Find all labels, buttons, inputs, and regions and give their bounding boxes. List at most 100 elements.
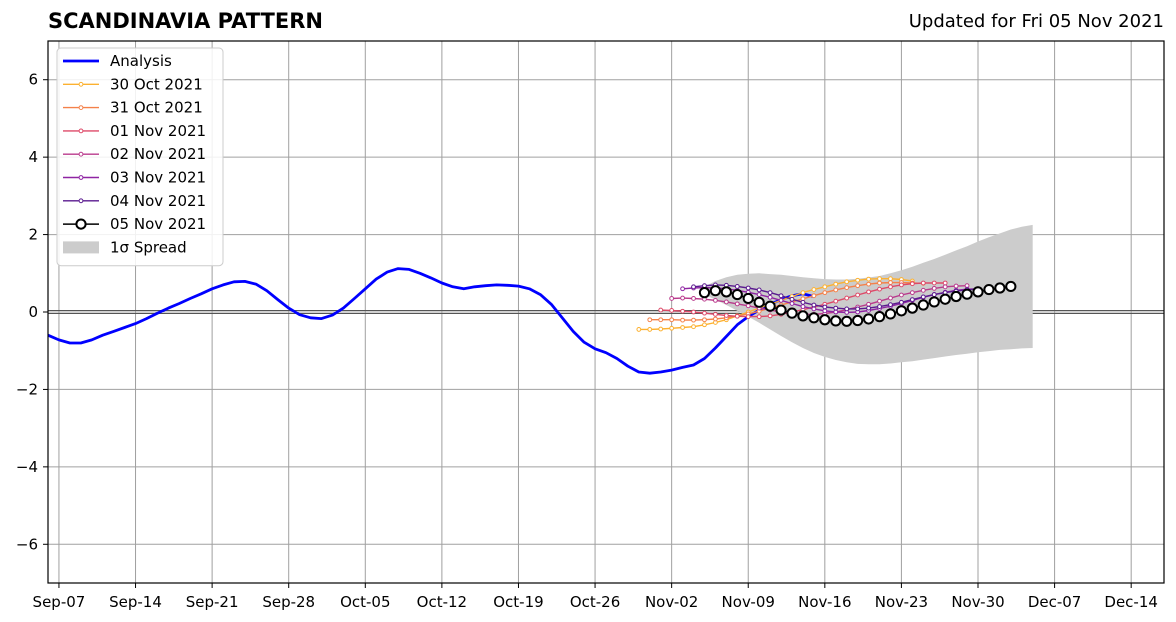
forecast-point xyxy=(920,287,926,293)
forecast-point xyxy=(767,290,773,296)
latest-forecast-point xyxy=(731,288,743,301)
latest-forecast-point xyxy=(819,314,831,326)
forecast-point xyxy=(702,317,707,323)
legend-marker xyxy=(78,151,84,157)
forecast-point xyxy=(888,295,893,301)
forecast-point xyxy=(877,286,882,292)
legend-marker xyxy=(75,218,87,230)
forecast-point xyxy=(942,284,948,290)
y-tick-label: −6 xyxy=(16,535,38,553)
legend-marker xyxy=(78,128,84,134)
latest-forecast-point xyxy=(830,315,842,327)
x-tick-label: Nov-30 xyxy=(951,593,1004,611)
y-tick-label: −2 xyxy=(16,380,38,398)
forecast-point xyxy=(669,325,675,331)
x-tick-label: Nov-16 xyxy=(798,593,851,611)
forecast-point xyxy=(866,301,871,307)
forecast-point xyxy=(713,316,718,322)
legend-label: 01 Nov 2021 xyxy=(110,122,206,140)
x-tick-label: Sep-07 xyxy=(33,593,86,611)
y-tick-label: 4 xyxy=(28,148,38,166)
forecast-point xyxy=(822,308,828,314)
forecast-point xyxy=(680,295,685,301)
forecast-point xyxy=(691,309,696,315)
latest-forecast-point xyxy=(742,292,754,305)
analysis-line xyxy=(48,267,815,375)
forecast-point xyxy=(855,306,861,312)
forecast-point xyxy=(767,294,773,300)
forecast-point xyxy=(745,314,751,320)
forecast-point xyxy=(866,276,871,282)
forecast-point xyxy=(669,308,675,313)
forecast-point xyxy=(800,290,806,296)
latest-forecast-point xyxy=(906,302,918,314)
latest-forecast-point xyxy=(852,314,864,327)
forecast-point xyxy=(931,280,937,286)
x-tick-label: Sep-21 xyxy=(186,593,239,611)
forecast-point xyxy=(691,317,696,323)
forecast-point xyxy=(866,305,871,311)
x-tick-label: Oct-26 xyxy=(570,593,620,611)
forecast-point xyxy=(691,324,696,330)
forecast-point xyxy=(702,322,707,328)
latest-forecast-point xyxy=(873,311,886,323)
legend-label: 03 Nov 2021 xyxy=(110,169,206,187)
forecast-point xyxy=(723,313,729,318)
x-tick-label: Oct-19 xyxy=(493,593,543,611)
forecast-point xyxy=(833,287,839,293)
forecast-point xyxy=(680,317,685,323)
forecast-point xyxy=(833,298,839,304)
latest-forecast-point xyxy=(884,308,897,320)
legend-marker xyxy=(78,81,84,87)
latest-forecast-point xyxy=(994,282,1006,294)
latest-forecast-point xyxy=(775,304,787,316)
latest-forecast-point xyxy=(983,283,995,296)
forecast-point xyxy=(931,285,937,291)
legend-label: 04 Nov 2021 xyxy=(110,192,206,210)
forecast-point xyxy=(844,279,850,285)
forecast-point xyxy=(800,299,806,305)
legend-label: 05 Nov 2021 xyxy=(110,215,206,233)
forecast-point xyxy=(888,284,893,290)
forecast-point xyxy=(877,280,882,286)
latest-forecast-point xyxy=(939,293,951,305)
x-tick-label: Nov-23 xyxy=(875,593,928,611)
latest-forecast-point xyxy=(862,313,875,325)
forecast-point xyxy=(822,284,828,290)
forecast-point xyxy=(669,296,675,301)
forecast-point xyxy=(647,327,653,332)
legend-label: 02 Nov 2021 xyxy=(110,145,206,163)
latest-forecast-point xyxy=(808,312,820,324)
forecast-point xyxy=(734,301,740,307)
latest-forecast-point xyxy=(709,285,722,297)
y-tick-label: 2 xyxy=(28,226,38,244)
latest-forecast-point xyxy=(895,305,908,317)
forecast-point xyxy=(888,280,893,285)
forecast-point xyxy=(723,299,729,305)
forecast-point xyxy=(756,292,762,297)
forecast-point xyxy=(767,313,773,319)
forecast-point xyxy=(833,309,839,315)
forecast-point xyxy=(811,293,817,299)
forecast-point xyxy=(844,306,850,312)
forecast-point xyxy=(833,281,839,287)
forecast-point xyxy=(909,290,915,296)
x-tick-label: Nov-09 xyxy=(722,593,775,611)
latest-forecast-point xyxy=(720,286,732,298)
forecast-point xyxy=(866,281,871,287)
forecast-point xyxy=(877,298,882,304)
forecast-point xyxy=(877,304,882,309)
x-tick-label: Dec-07 xyxy=(1028,593,1082,611)
forecast-point xyxy=(811,306,817,312)
legend-box xyxy=(56,47,224,267)
x-tick-label: Nov-02 xyxy=(645,593,698,611)
latest-forecast-point xyxy=(764,300,776,312)
forecast-point xyxy=(811,302,817,308)
latest-forecast-point xyxy=(961,288,973,300)
forecast-point xyxy=(713,297,718,303)
latest-forecast-point xyxy=(950,290,962,303)
forecast-point xyxy=(680,325,685,330)
latest-forecast-point xyxy=(841,315,853,327)
forecast-point xyxy=(899,282,904,288)
